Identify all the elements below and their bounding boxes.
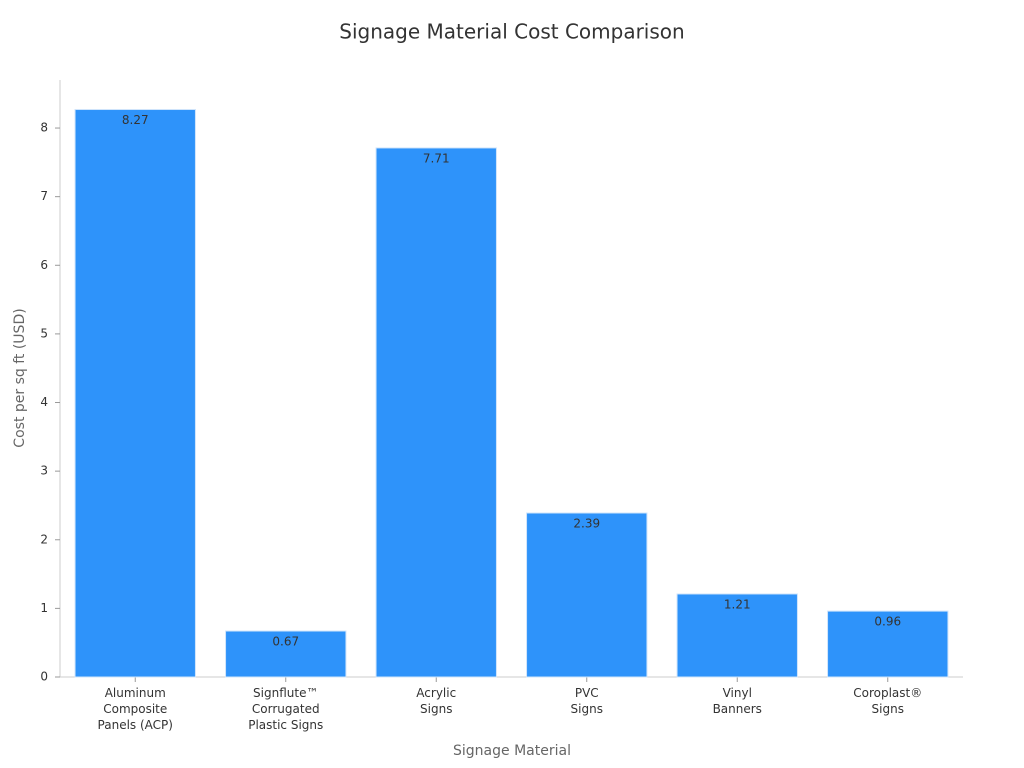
value-label: 7.71 <box>423 151 450 165</box>
y-tick-label: 7 <box>40 189 48 203</box>
x-tick-label: Acrylic Signs <box>416 686 457 716</box>
x-tick-label: Coroplast® Signs <box>853 686 923 716</box>
y-tick-label: 8 <box>40 121 48 135</box>
x-axis-label: Signage Material <box>453 743 571 759</box>
bar <box>225 630 347 678</box>
y-tick-label: 1 <box>40 601 48 615</box>
y-axis-label: Cost per sq ft (USD) <box>12 308 28 447</box>
y-tick-label: 4 <box>40 395 48 409</box>
y-tick-label: 0 <box>40 670 48 684</box>
y-tick-label: 2 <box>40 532 48 546</box>
bar <box>375 147 497 678</box>
value-label: 0.96 <box>874 615 901 629</box>
bar <box>827 610 949 678</box>
x-tick-label: Aluminum Composite Panels (ACP) <box>97 686 173 732</box>
x-tick-label: Vinyl Banners <box>712 686 762 716</box>
bar <box>526 512 648 678</box>
y-tick-label: 5 <box>40 326 48 340</box>
x-tick-label: Signflute™ Corrugated Plastic Signs <box>248 686 324 732</box>
value-label: 8.27 <box>122 113 149 127</box>
value-label: 1.21 <box>724 597 751 611</box>
chart-title: Signage Material Cost Comparison <box>339 20 684 44</box>
y-tick-label: 3 <box>40 464 48 478</box>
bar <box>74 109 196 678</box>
y-tick-label: 6 <box>40 258 48 272</box>
value-label: 2.39 <box>573 516 600 530</box>
value-label: 0.67 <box>272 635 299 649</box>
x-tick-label: PVC Signs <box>570 686 603 716</box>
bar <box>676 593 798 678</box>
